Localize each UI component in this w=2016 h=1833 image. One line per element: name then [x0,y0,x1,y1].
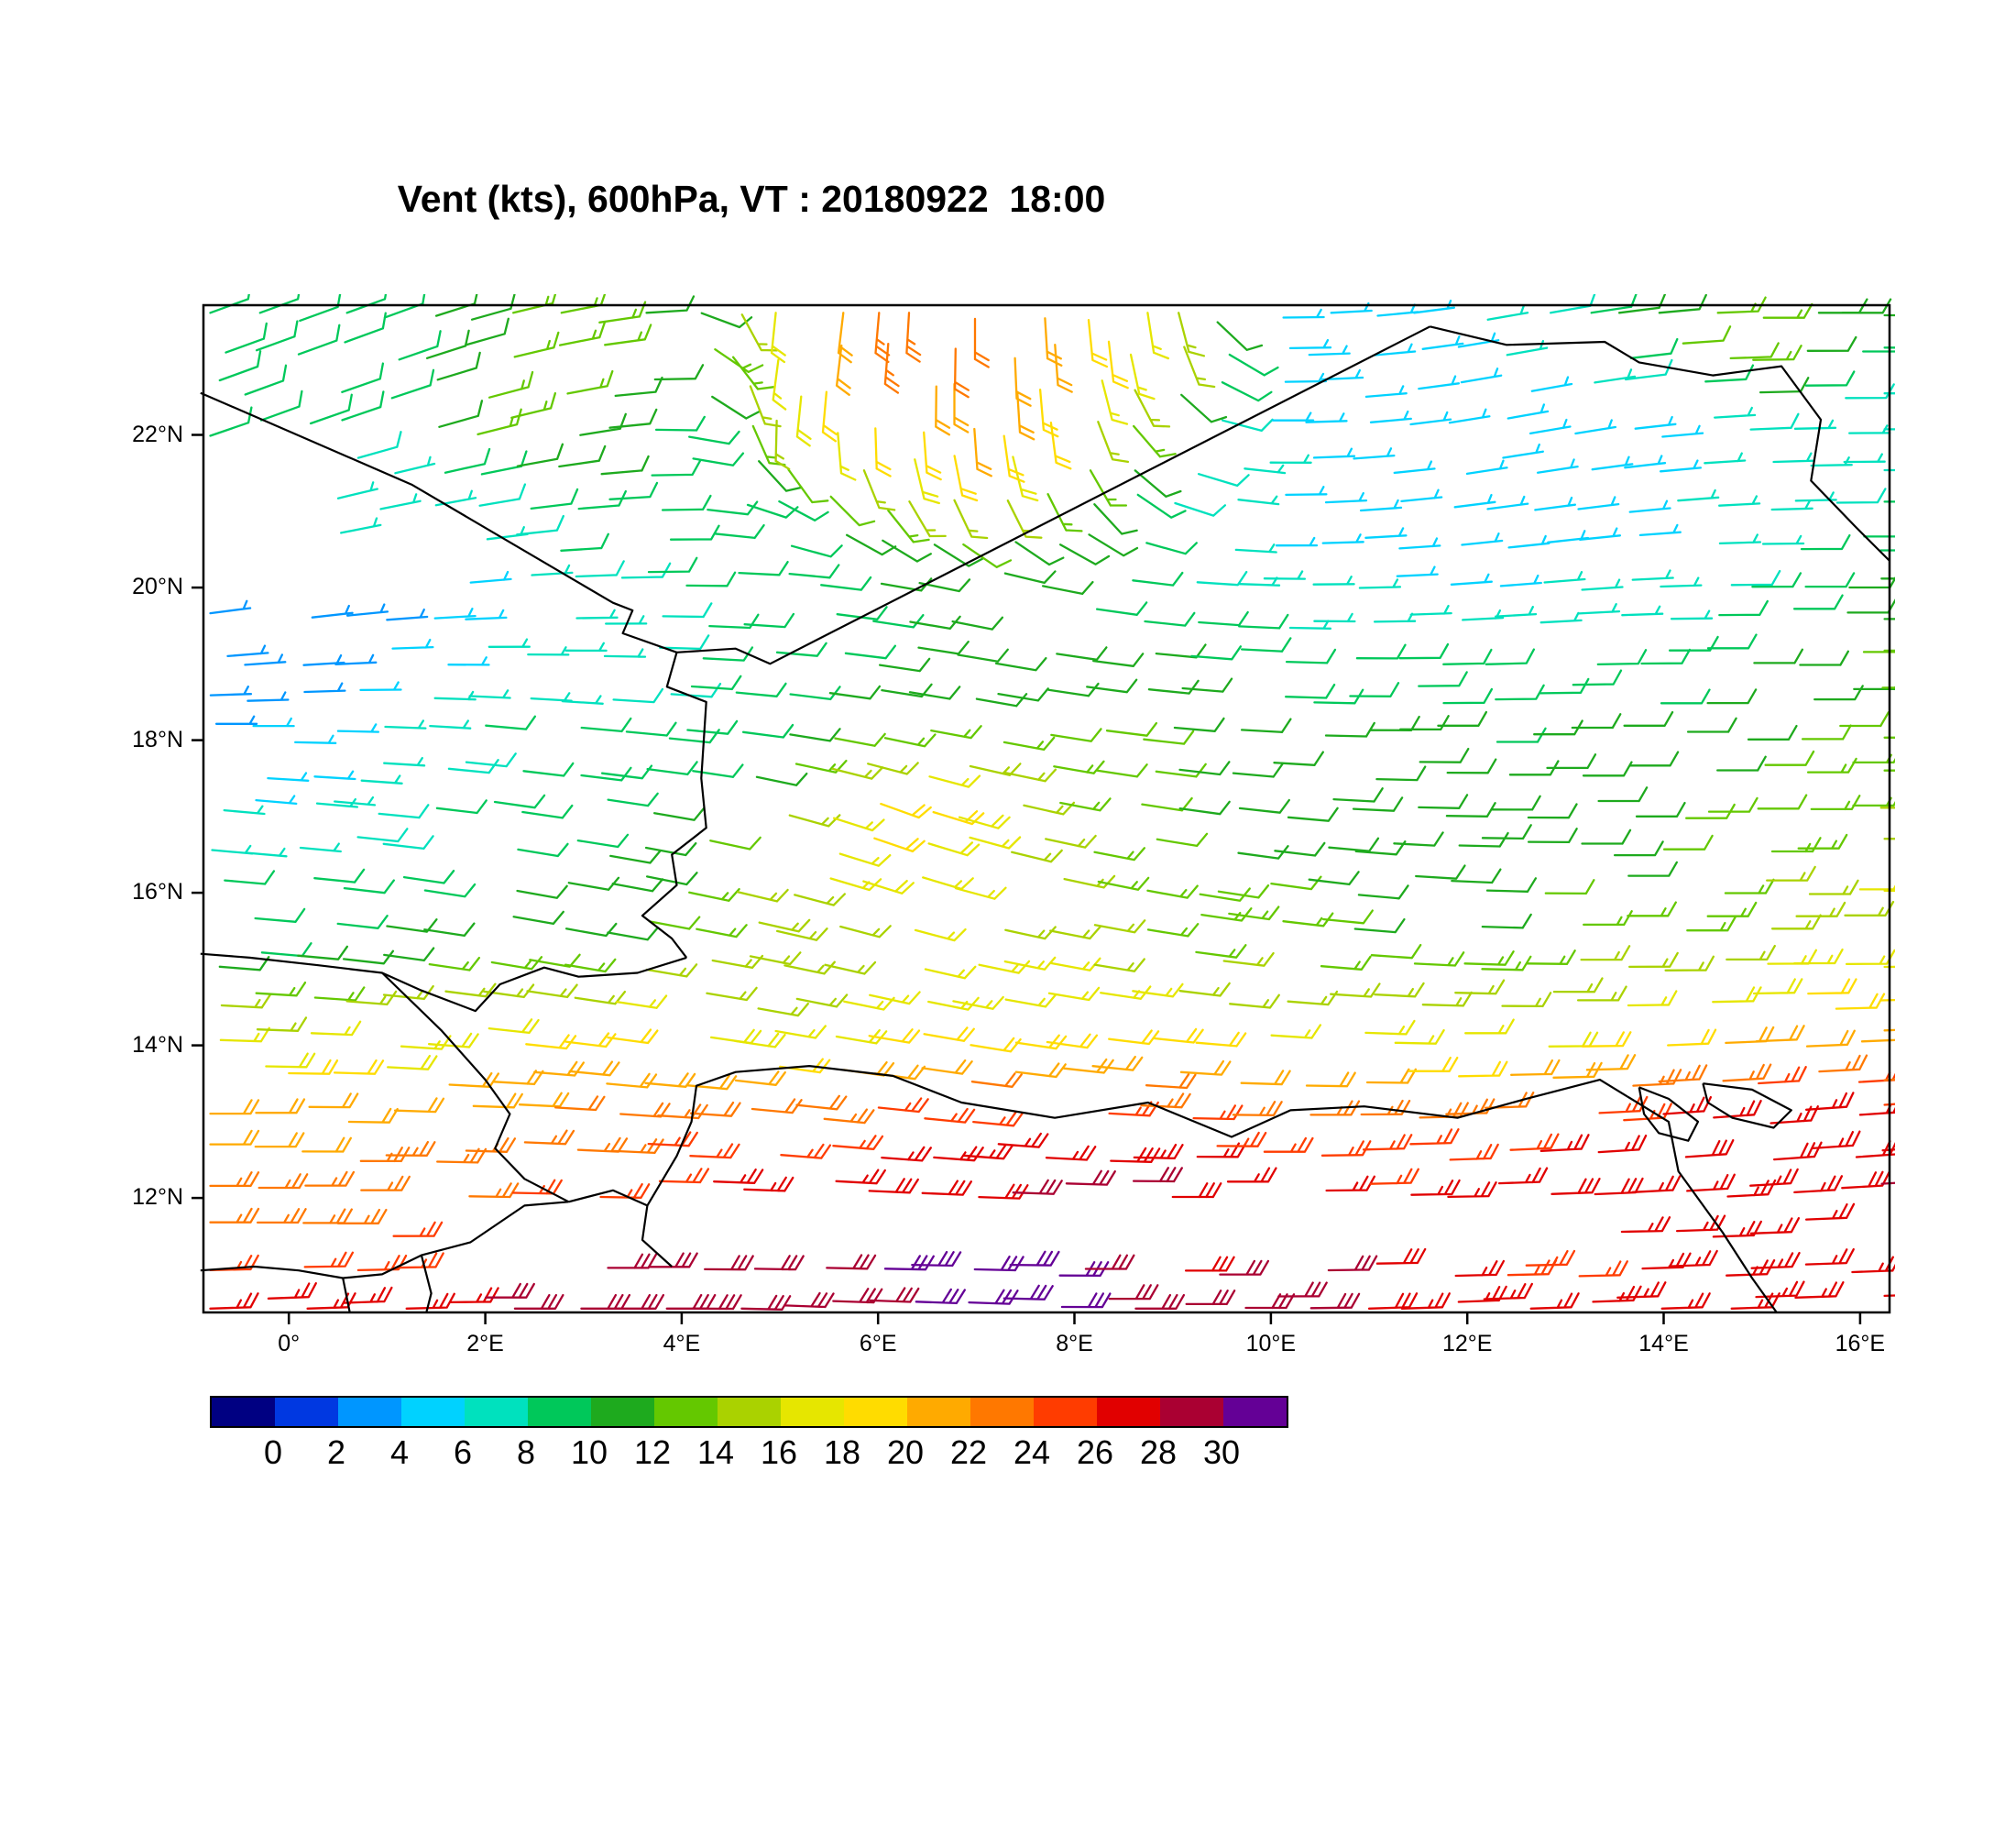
y-tick-label: 20°N [132,574,183,600]
colorbar-segment [718,1398,781,1426]
colorbar-segment [1097,1398,1160,1426]
colorbar-segment [1160,1398,1223,1426]
x-tick-label: 2°E [466,1331,504,1356]
colorbar-label: 10 [570,1433,608,1471]
colorbar-segment [212,1398,275,1426]
colorbar-label: 0 [263,1433,283,1471]
y-tick-label: 22°N [132,421,183,447]
colorbar-segment [1223,1398,1287,1426]
wind-barb-layer [209,294,1895,1311]
colorbar-segment [654,1398,718,1426]
x-tick-label: 8°E [1056,1331,1093,1356]
colorbar-segment [1034,1398,1097,1426]
colorbar-segment [781,1398,844,1426]
colorbar-segment [970,1398,1034,1426]
colorbar-segment [844,1398,907,1426]
colorbar-label: 26 [1076,1433,1114,1471]
colorbar-label: 18 [823,1433,861,1471]
colorbar-label: 20 [886,1433,925,1471]
colorbar-segment [401,1398,465,1426]
x-tick-label: 10°E [1245,1331,1297,1356]
country-borders [200,325,1890,1313]
colorbar-label: 12 [633,1433,672,1471]
y-tick-label: 16°N [132,879,183,906]
x-tick-label: 6°E [859,1331,897,1356]
x-tick-label: 0° [278,1331,301,1356]
axis-ticks [192,434,1862,1324]
y-tick-label: 18°N [132,726,183,752]
colorbar-segment [528,1398,591,1426]
colorbar-label: 6 [453,1433,473,1471]
colorbar-label: 16 [760,1433,798,1471]
y-tick-label: 12°N [132,1184,183,1211]
colorbar [210,1396,1288,1428]
colorbar-label: 2 [326,1433,346,1471]
chart-title: Vent (kts), 600hPa, VT : 20180922 18:00 [397,178,1106,220]
colorbar-segment [591,1398,654,1426]
colorbar-label: 28 [1139,1433,1178,1471]
colorbar-label: 30 [1202,1433,1241,1471]
colorbar-label: 8 [516,1433,536,1471]
x-tick-label: 4°E [663,1331,701,1356]
colorbar-label: 24 [1013,1433,1051,1471]
x-tick-label: 12°E [1441,1331,1493,1356]
colorbar-segment [275,1398,338,1426]
x-tick-label: 14°E [1638,1331,1689,1356]
y-tick-label: 14°N [132,1031,183,1058]
colorbar-label: 14 [696,1433,735,1471]
colorbar-segment [465,1398,528,1426]
x-tick-label: 16°E [1835,1331,1886,1356]
colorbar-segment [907,1398,970,1426]
colorbar-labels: 0 2 4 6 8 10 12 14 16 18 20 22 24 26 28 30 [210,1433,1285,1476]
map-frame [202,303,1891,1314]
colorbar-label: 4 [389,1433,410,1471]
colorbar-label: 22 [949,1433,988,1471]
map-plot [192,294,1895,1324]
colorbar-segment [338,1398,401,1426]
